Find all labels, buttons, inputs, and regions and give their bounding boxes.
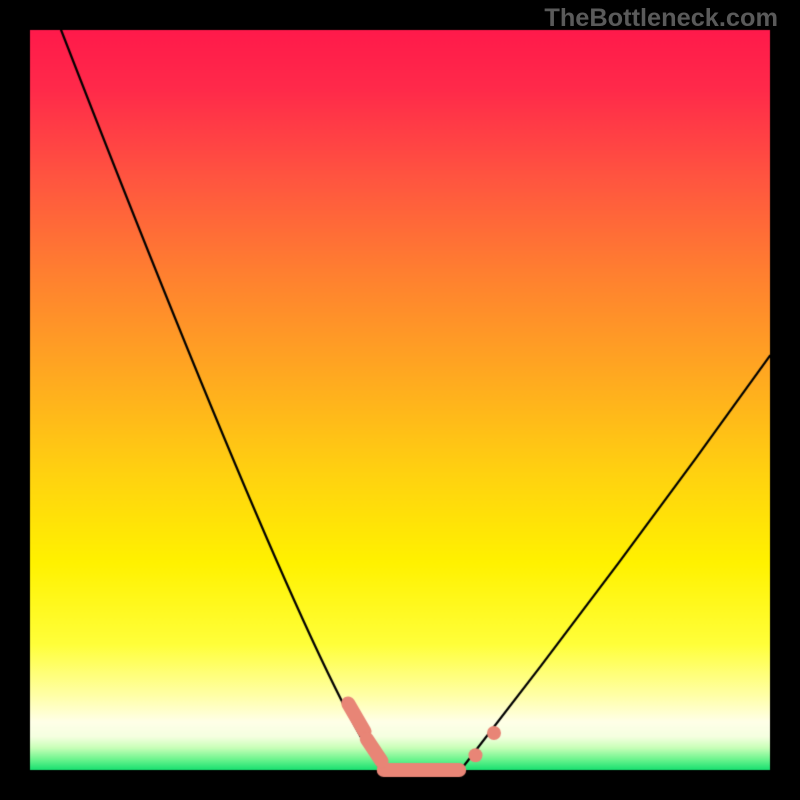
bottleneck-v-curve <box>0 0 800 800</box>
chart-stage: TheBottleneck.com <box>0 0 800 800</box>
